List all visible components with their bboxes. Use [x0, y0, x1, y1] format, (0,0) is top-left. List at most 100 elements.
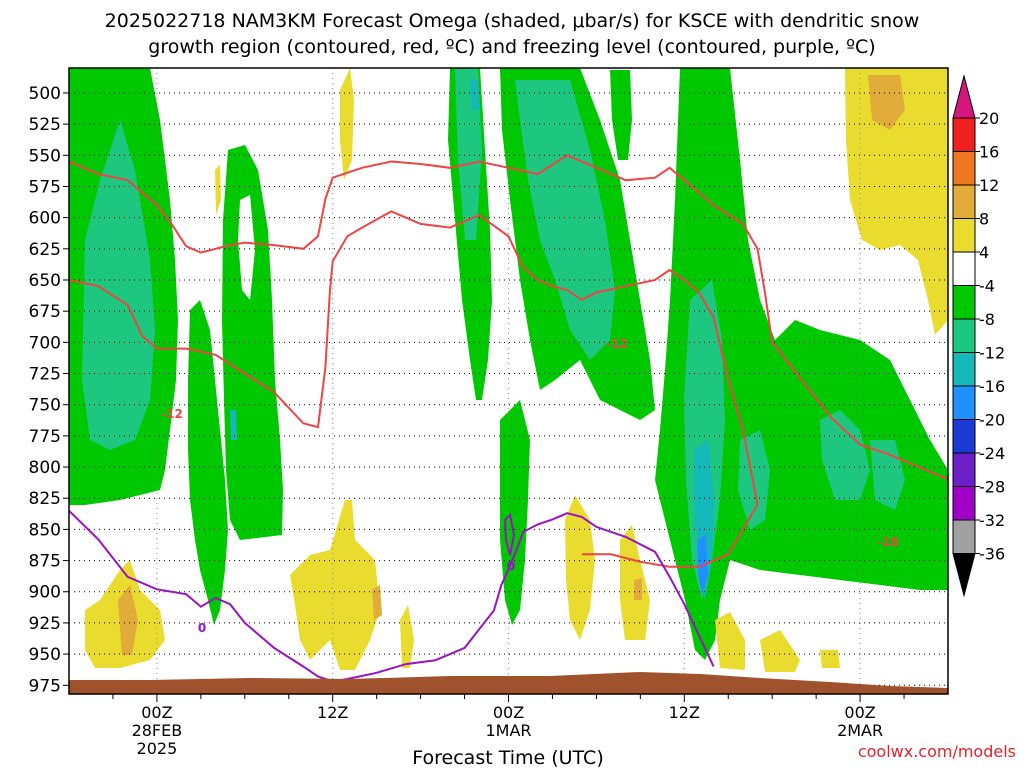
colorbar-label: 16 — [979, 143, 999, 162]
colorbar-label: -36 — [979, 545, 1005, 564]
x-axis-label: Forecast Time (UTC) — [412, 747, 603, 768]
y-axis: 500 525 550 575 600 625 650 675 700 725 750 775 800 8… — [29, 84, 69, 696]
omega-region-yellow — [290, 500, 380, 670]
plot-area: -12 -12 -18 0 0 — [68, 67, 949, 695]
omega-region-cyan — [230, 410, 237, 440]
x-tick-label: 00Z — [141, 703, 172, 722]
omega-region-teal — [820, 410, 870, 500]
y-tick-label: 600 — [29, 209, 61, 229]
omega-region-green — [655, 68, 948, 660]
omega-region-orange — [118, 585, 138, 655]
y-tick-label: 650 — [29, 271, 61, 291]
colorbar-label: -4 — [979, 277, 995, 296]
colorbar-label: -16 — [979, 377, 1005, 396]
omega-region-yellow — [845, 68, 948, 335]
freezing-level-contour — [69, 509, 715, 683]
x-tick-label: 12Z — [669, 703, 700, 722]
colorbar-segment — [952, 117, 976, 152]
colorbar-label: -28 — [979, 478, 1005, 497]
omega-shading — [69, 68, 948, 672]
y-tick-label: 625 — [29, 240, 61, 260]
y-tick-label: 900 — [29, 583, 61, 603]
omega-region-yellow — [565, 495, 595, 640]
omega-region-orange — [634, 578, 642, 600]
omega-region-teal — [455, 68, 482, 240]
contour-label-red: -12 — [606, 337, 628, 351]
y-tick-label: 950 — [29, 645, 61, 665]
contour-label-red: -12 — [161, 407, 183, 421]
y-tick-label: 825 — [29, 489, 61, 509]
omega-region-yellow — [340, 68, 354, 180]
contour-label-purple: 0 — [507, 559, 515, 573]
credit-text: coolwx.com/models — [858, 742, 1016, 761]
y-tick-label: 775 — [29, 427, 61, 447]
omega-region-cyan — [470, 80, 480, 110]
y-tick-label: 700 — [29, 333, 61, 353]
colorbar-segment — [952, 519, 976, 554]
omega-region-orange — [868, 75, 905, 130]
colorbar-segment — [952, 486, 976, 521]
omega-region-green — [610, 70, 632, 160]
y-tick-label: 925 — [29, 614, 61, 634]
colorbar-segment — [952, 285, 976, 320]
colorbar-label: 20 — [979, 109, 999, 128]
colorbar-label: -8 — [979, 310, 995, 329]
omega-region-yellow — [820, 650, 840, 668]
x-tick-sublabel: 1MAR — [485, 721, 531, 740]
omega-region-yellow — [760, 630, 800, 672]
colorbar-label: 8 — [979, 210, 989, 229]
omega-region-teal — [738, 430, 770, 530]
colorbar-segment — [952, 385, 976, 420]
colorbar-segment — [952, 452, 976, 487]
omega-region-teal — [82, 120, 155, 450]
red-contour-upper — [69, 154, 948, 481]
freezing-level-loop — [503, 512, 516, 556]
x-tick-sublabel: 2MAR — [837, 721, 883, 740]
colorbar-label: -24 — [979, 444, 1005, 463]
colorbar-segment — [952, 352, 976, 387]
y-tick-label: 525 — [29, 115, 61, 135]
colorbar-segment — [952, 151, 976, 186]
omega-region-green — [500, 400, 530, 625]
colorbar: 20 16 12 8 4 -4 -8 -12 -16 -20 -24 -28 -32 -36 — [952, 74, 1005, 598]
y-tick-label: 675 — [29, 302, 61, 322]
y-tick-label: 750 — [29, 396, 61, 416]
colorbar-segment — [952, 218, 976, 253]
colorbar-label: -32 — [979, 511, 1005, 530]
y-tick-label: 975 — [29, 676, 61, 696]
omega-region-teal — [515, 80, 615, 360]
colorbar-label: 12 — [979, 176, 999, 195]
ground-terrain — [69, 672, 948, 694]
colorbar-segment — [952, 251, 976, 286]
omega-region-white — [238, 195, 255, 300]
y-tick-label: 800 — [29, 458, 61, 478]
contour-label-purple: 0 — [198, 621, 206, 635]
omega-region-yellow — [400, 605, 414, 668]
y-tick-label: 850 — [29, 520, 61, 540]
colorbar-label: -12 — [979, 344, 1005, 363]
colorbar-label: 4 — [979, 243, 989, 262]
colorbar-segment — [952, 419, 976, 454]
y-tick-label: 500 — [29, 84, 61, 104]
contour-label-red: -18 — [877, 535, 899, 549]
chart-title-line1: 2025022718 NAM3KM Forecast Omega (shaded… — [105, 10, 920, 32]
y-tick-label: 875 — [29, 552, 61, 572]
colorbar-segment — [952, 184, 976, 219]
colorbar-bottom-arrow — [952, 553, 976, 598]
x-tick-label: 00Z — [493, 703, 524, 722]
y-tick-label: 725 — [29, 365, 61, 385]
colorbar-label: -20 — [979, 411, 1005, 430]
y-tick-label: 550 — [29, 146, 61, 166]
red-contour-lower — [69, 210, 759, 568]
omega-region-yellow — [715, 612, 745, 670]
y-tick-label: 575 — [29, 177, 61, 197]
colorbar-segment — [952, 318, 976, 353]
x-tick-label: 00Z — [844, 703, 875, 722]
omega-region-yellow — [215, 165, 221, 215]
omega-region-orange — [372, 585, 382, 620]
colorbar-top-arrow — [952, 74, 976, 119]
x-tick-year: 2025 — [137, 739, 178, 758]
